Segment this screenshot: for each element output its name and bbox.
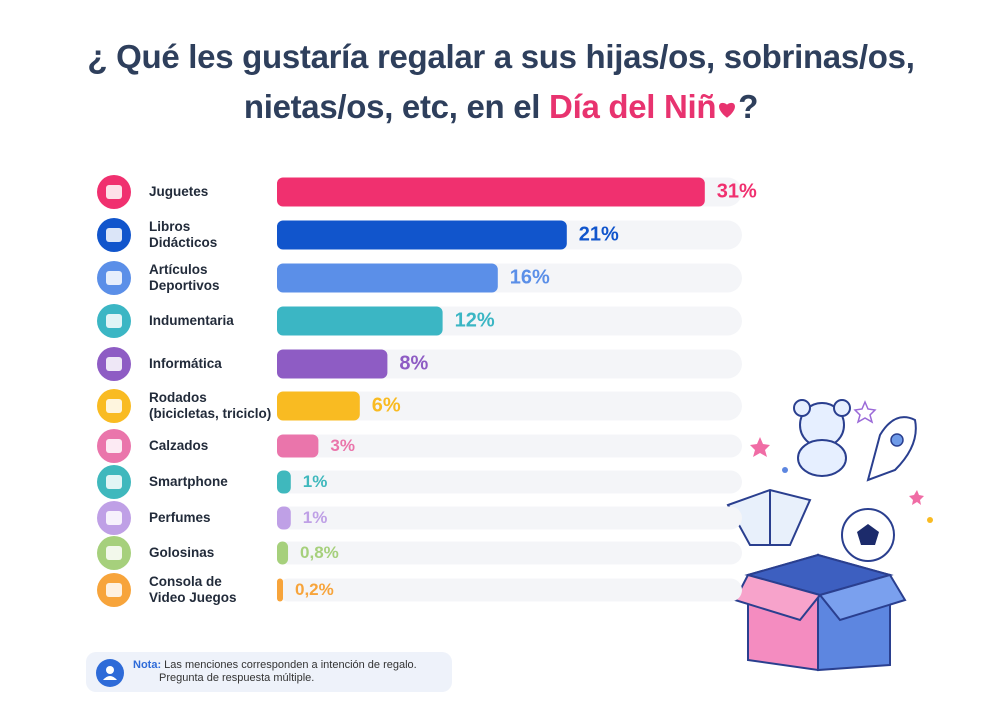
bar-track — [277, 434, 742, 458]
category-icon-glyph — [106, 511, 122, 525]
value-label: 1% — [302, 508, 328, 527]
category-label: Indumentaria — [149, 313, 234, 328]
bar — [277, 434, 319, 458]
category-label: Calzados — [149, 438, 209, 453]
note-text: Nota: Las menciones corresponden a inten… — [133, 659, 417, 685]
category-icon-glyph — [106, 399, 122, 413]
note-line: Pregunta de respuesta múltiple. — [159, 672, 315, 684]
category-label: Smartphone — [149, 474, 228, 489]
title-text: nietas/os, etc, en el — [243, 88, 541, 125]
category-label: Golosinas — [149, 545, 215, 560]
bar — [277, 306, 443, 336]
bar-track — [277, 541, 742, 565]
value-label: 6% — [371, 394, 401, 417]
note-icon — [96, 659, 124, 687]
bar — [277, 263, 498, 293]
bar-track — [277, 391, 742, 421]
value-label: 3% — [330, 436, 355, 455]
category-icon-glyph — [106, 271, 122, 285]
title-highlight: Día del Niñ — [549, 88, 717, 125]
bar — [277, 177, 705, 207]
value-label: 8% — [399, 352, 429, 375]
category-icon-glyph — [106, 439, 122, 453]
value-label: 0,8% — [300, 543, 339, 562]
category-icon-glyph — [106, 228, 122, 242]
bar — [277, 578, 283, 602]
value-label: 16% — [509, 266, 550, 289]
category-label: Perfumes — [149, 510, 211, 525]
category-label: Juguetes — [149, 184, 209, 199]
category-label: Libros Didácticos — [149, 219, 218, 250]
illustration — [719, 399, 933, 672]
note-box — [86, 652, 452, 692]
bar — [277, 391, 360, 421]
bar-track — [277, 349, 742, 379]
category-icon-glyph — [106, 357, 122, 371]
bar-track — [277, 506, 742, 530]
value-label: 0,2% — [295, 580, 334, 599]
bar — [277, 349, 388, 379]
category-icon-glyph — [106, 185, 122, 199]
bar — [277, 541, 289, 565]
value-label: 1% — [302, 472, 328, 491]
category-icon-glyph — [106, 583, 122, 597]
category-label: Informática — [149, 356, 222, 371]
value-label: 12% — [454, 309, 495, 332]
bar-track — [277, 578, 742, 602]
title-end: ? — [738, 88, 759, 125]
bar — [277, 470, 291, 494]
note-label: Nota: — [133, 659, 162, 671]
category-icon-glyph — [106, 546, 122, 560]
note-line: Las menciones corresponden a intención d… — [164, 659, 417, 671]
title-line-1: ¿ Qué les gustaría regalar a sus hijas/o… — [87, 38, 915, 75]
category-icon-glyph — [106, 314, 122, 328]
value-label: 31% — [716, 180, 757, 203]
bar — [277, 220, 567, 250]
category-label: Rodados (bicicletas, triciclo) — [149, 390, 272, 421]
bar — [277, 506, 291, 530]
category-label: Consola de Video Juegos — [149, 574, 237, 605]
heart-icon — [719, 102, 736, 118]
bar-track — [277, 470, 742, 494]
category-label: Artículos Deportivos — [149, 262, 220, 293]
value-label: 21% — [578, 223, 619, 246]
category-icon-glyph — [106, 475, 122, 489]
title-line-2: nietas/os, etc, en el Día del Niñ? — [0, 88, 1002, 126]
